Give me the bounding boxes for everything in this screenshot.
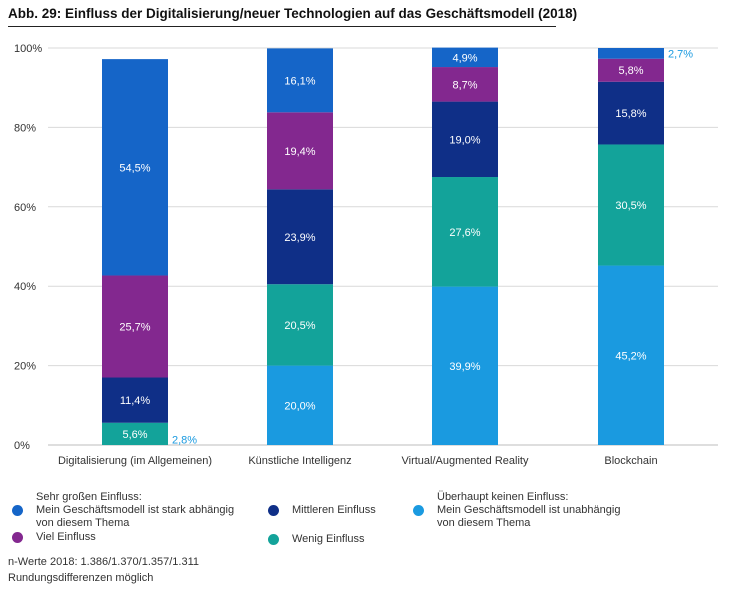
rounding-note: Rundungsdifferenzen möglich xyxy=(8,572,154,584)
legend-label-line2: Mein Geschäftsmodell ist unabhängig xyxy=(437,504,621,516)
legend-swatch xyxy=(268,505,279,516)
x-tick-label: Digitalisierung (im Allgemeinen) xyxy=(58,455,212,467)
bar-segment xyxy=(102,422,168,445)
outside-segment-label: 2,7% xyxy=(668,49,693,61)
bar-segment xyxy=(598,58,664,82)
y-tick-label: 40% xyxy=(14,281,36,293)
outside-segment-label: 2,8% xyxy=(172,434,197,446)
bar-segment xyxy=(432,101,498,178)
bar-segment xyxy=(432,47,498,68)
legend-label: Sehr großen Einfluss: xyxy=(36,491,142,503)
bar-segment xyxy=(267,365,333,445)
y-axis-ticks: 0% 20% 40% 60% 80% 100% xyxy=(14,43,42,452)
legend-label-line3: von diesem Thema xyxy=(36,517,130,529)
y-tick-label: 60% xyxy=(14,202,36,214)
bar-segment xyxy=(102,59,168,276)
legend-swatch xyxy=(268,534,279,545)
legend-label: Überhaupt keinen Einfluss: xyxy=(437,491,569,503)
segment-label: 5,8% xyxy=(618,65,643,77)
segment-label: 8,7% xyxy=(452,79,477,91)
segment-label: 15,8% xyxy=(615,108,646,120)
bar-segment xyxy=(432,177,498,287)
segment-label: 16,1% xyxy=(284,75,315,87)
stacked-bar-chart: 0% 20% 40% 60% 80% 100% 5,6% 11,4% 25,7% 54,5% 20… xyxy=(14,43,718,467)
segment-label: 20,0% xyxy=(284,400,315,412)
legend-swatch xyxy=(12,532,23,543)
bar-segment xyxy=(432,67,498,102)
segment-label: 23,9% xyxy=(284,232,315,244)
title-underline xyxy=(8,26,556,27)
segment-label: 4,9% xyxy=(452,52,477,64)
x-tick-label: Virtual/Augmented Reality xyxy=(402,455,529,467)
segment-label: 5,6% xyxy=(122,429,147,441)
y-tick-label: 0% xyxy=(14,440,30,452)
x-axis-ticks: Digitalisierung (im Allgemeinen) Künstlic… xyxy=(58,455,658,467)
bar-segment xyxy=(598,265,664,445)
segment-label: 45,2% xyxy=(615,350,646,362)
segment-labels: 5,6% 11,4% 25,7% 54,5% 20,0% 20,5% 23,9% 19,4% 1… xyxy=(119,49,693,447)
segment-label: 11,4% xyxy=(120,395,151,407)
y-tick-label: 80% xyxy=(14,122,36,134)
bar-segment xyxy=(598,81,664,145)
segment-label: 54,5% xyxy=(119,162,150,174)
y-tick-label: 20% xyxy=(14,361,36,373)
legend-label-line3: von diesem Thema xyxy=(437,517,531,529)
x-tick-label: Blockchain xyxy=(604,455,657,467)
segment-label: 20,5% xyxy=(284,320,315,332)
legend-label: Viel Einfluss xyxy=(36,531,96,543)
segment-label: 25,7% xyxy=(119,321,150,333)
legend-swatch xyxy=(12,505,23,516)
bar-segment xyxy=(102,275,168,378)
bar-segment xyxy=(267,48,333,113)
legend-label-line2: Mein Geschäftsmodell ist stark abhängig xyxy=(36,504,235,516)
segment-label: 19,0% xyxy=(449,134,480,146)
bar-segment xyxy=(598,144,664,266)
n-values-note: n-Werte 2018: 1.386/1.370/1.357/1.311 xyxy=(8,556,200,568)
y-tick-label: 100% xyxy=(14,43,42,55)
x-tick-label: Künstliche Intelligenz xyxy=(248,455,351,467)
bar-segment xyxy=(102,377,168,423)
segment-label: 19,4% xyxy=(284,146,315,158)
segment-label: 39,9% xyxy=(449,361,480,373)
bar-segment xyxy=(267,189,333,285)
legend-swatch xyxy=(413,505,424,516)
bar-segment xyxy=(267,284,333,366)
legend-label: Mittleren Einfluss xyxy=(292,504,376,516)
bar-segment xyxy=(598,48,664,59)
bars xyxy=(102,47,664,445)
bar-segment xyxy=(267,112,333,190)
legend-label: Wenig Einfluss xyxy=(292,533,365,545)
bar-segment xyxy=(432,286,498,445)
segment-label: 27,6% xyxy=(449,227,480,239)
segment-label: 30,5% xyxy=(615,200,646,212)
chart-title: Abb. 29: Einfluss der Digitalisierung/ne… xyxy=(8,6,578,21)
